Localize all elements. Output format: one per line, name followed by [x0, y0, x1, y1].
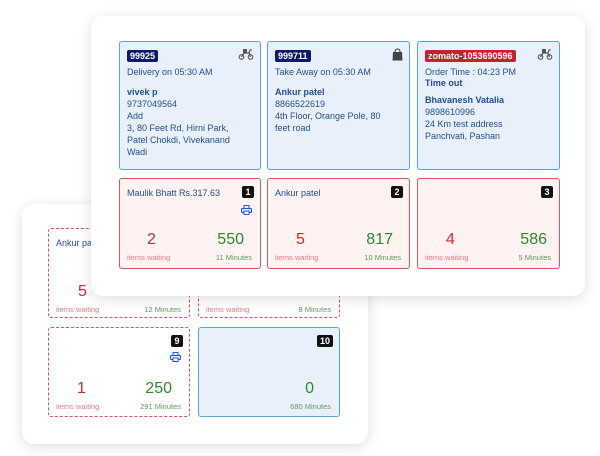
table-card-3[interactable]: 3 4 items waiting 586 5 Minutes	[417, 178, 560, 269]
minutes-count: 586	[520, 231, 547, 248]
items-count: 5	[296, 231, 305, 248]
order-card[interactable]: 99925 Delivery on 05:30 AM vivek p 97370…	[119, 41, 261, 170]
table-number-badge: 10	[317, 335, 333, 347]
minutes-label: 5 Minutes	[518, 253, 551, 262]
address-line: 24 Km test address	[425, 119, 503, 129]
items-label: items waiting	[127, 253, 171, 262]
minutes-label: 10 Minutes	[364, 253, 401, 262]
items-count: 1	[77, 380, 86, 397]
table-customer-name: Maulik Bhatt Rs.317.63	[127, 188, 221, 198]
table-card-2[interactable]: 2 Ankur patel 5 items waiting 817 10 Min…	[267, 178, 410, 269]
customer-name: Bhavanesh Vatalia	[425, 95, 505, 105]
minutes-label: 8 Minutes	[298, 305, 331, 314]
table-card-10[interactable]: 10 0 680 Minutes	[198, 327, 340, 417]
address-line: Panchvati, Pashan	[425, 131, 501, 141]
table-number-badge: 9	[171, 335, 183, 347]
table-customer-name: Ankur patel	[275, 188, 321, 198]
address-line: feet road	[275, 123, 311, 133]
minutes-count: 250	[145, 380, 172, 397]
table-number-badge: 3	[541, 186, 553, 198]
table-number-badge: 1	[242, 186, 254, 198]
order-card[interactable]: zomato-1053690596 Order Time : 04:23 PM …	[417, 41, 560, 170]
customer-phone: 9898610996	[425, 107, 476, 117]
items-label: items waiting	[206, 305, 250, 314]
table-card-9[interactable]: 9 1 items waiting 250 291 Minutes	[48, 327, 190, 417]
order-card[interactable]: 999711 Take Away on 05:30 AM Ankur patel…	[267, 41, 410, 170]
order-id-badge: 999711	[275, 50, 311, 62]
printer-icon[interactable]	[169, 352, 182, 364]
order-type-time: Take Away on 05:30 AM	[275, 67, 371, 77]
printer-icon[interactable]	[240, 205, 253, 217]
scooter-icon	[537, 48, 553, 62]
address-line: 3, 80 Feet Rd, Hirni Park,	[127, 123, 229, 133]
table-number-badge: 2	[391, 186, 403, 198]
minutes-label: 680 Minutes	[290, 402, 331, 411]
minutes-count: 0	[305, 380, 314, 397]
customer-phone: 9737049564	[127, 99, 178, 109]
items-count: 2	[147, 231, 156, 248]
address-line: Patel Chokdi, Vivekanand	[127, 135, 230, 145]
front-order-panel: 99925 Delivery on 05:30 AM vivek p 97370…	[91, 16, 585, 296]
order-time: Order Time : 04:23 PM	[425, 67, 517, 77]
items-label: items waiting	[56, 402, 100, 411]
shopping-bag-icon	[392, 48, 403, 63]
customer-name: Ankur patel	[275, 87, 325, 97]
table-card-1[interactable]: 1 Maulik Bhatt Rs.317.63 2 items waiting…	[119, 178, 261, 269]
minutes-count: 550	[217, 231, 244, 248]
timeout-status: Time out	[425, 78, 463, 88]
scooter-icon	[238, 48, 254, 62]
minutes-count: 817	[366, 231, 393, 248]
address-line: Wadi	[127, 147, 148, 157]
order-id-badge: 99925	[127, 50, 159, 62]
items-label: items waiting	[425, 253, 469, 262]
minutes-label: 291 Minutes	[140, 402, 181, 411]
minutes-label: 12 Minutes	[144, 305, 181, 314]
order-type-time: Delivery on 05:30 AM	[127, 67, 213, 77]
items-label: items waiting	[275, 253, 319, 262]
order-id-badge: zomato-1053690596	[425, 50, 516, 62]
items-count: 4	[446, 231, 455, 248]
items-label: items waiting	[56, 305, 100, 314]
items-count: 5	[78, 283, 87, 300]
table-customer-name: Ankur pa	[56, 238, 93, 248]
customer-name: vivek p	[127, 87, 158, 97]
address-line: 4th Floor, Orange Pole, 80	[275, 111, 381, 121]
address-line: Add	[127, 111, 144, 121]
customer-phone: 8866522619	[275, 99, 326, 109]
minutes-label: 11 Minutes	[215, 253, 252, 262]
